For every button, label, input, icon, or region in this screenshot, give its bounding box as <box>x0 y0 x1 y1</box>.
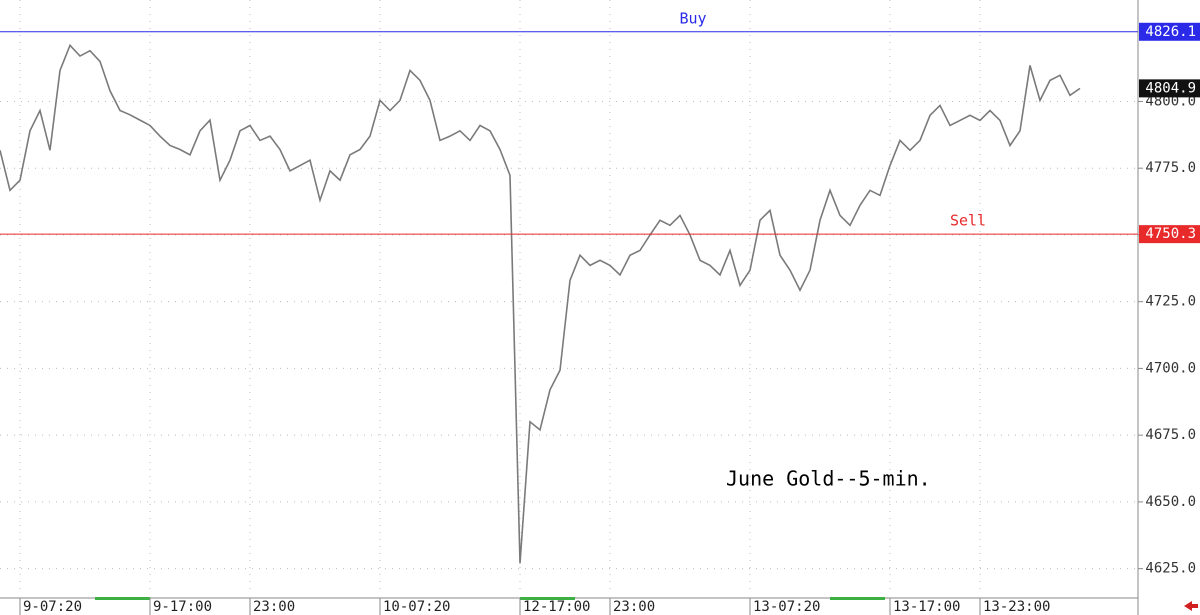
x-tick-label: 13-23:00 <box>983 599 1050 615</box>
level-label: Buy <box>679 9 706 27</box>
price-box <box>1139 225 1200 244</box>
level-label: Sell <box>950 212 986 230</box>
x-tick-label: 12-17:00 <box>523 599 590 615</box>
y-tick-label: 4725.0 <box>1145 294 1196 310</box>
price-box-label: 4750.3 <box>1145 226 1196 242</box>
price-box <box>1139 22 1200 41</box>
x-tick-label: 10-07:20 <box>383 599 450 615</box>
x-tick-label: 9-07:20 <box>23 599 82 615</box>
x-tick-label: 13-07:20 <box>753 599 820 615</box>
session-marker <box>95 597 150 600</box>
y-tick-label: 4625.0 <box>1145 561 1196 577</box>
x-tick-label: 23:00 <box>253 599 295 615</box>
x-tick-label: 23:00 <box>613 599 655 615</box>
scroll-arrow <box>1184 601 1198 611</box>
y-tick-label: 4700.0 <box>1145 360 1196 376</box>
y-tick-label: 4800.0 <box>1145 93 1196 109</box>
price-box-label: 4826.1 <box>1145 24 1196 40</box>
chart-title: June Gold--5-min. <box>726 467 931 491</box>
price-line <box>0 43 1081 564</box>
y-tick-label: 4650.0 <box>1145 494 1196 510</box>
y-tick-label: 4675.0 <box>1145 427 1196 443</box>
x-tick-label: 13-17:00 <box>893 599 960 615</box>
last-price-box <box>1139 79 1200 98</box>
y-tick-label: 4775.0 <box>1145 160 1196 176</box>
session-marker <box>520 597 575 600</box>
session-marker <box>830 597 885 600</box>
last-price-label: 4804.9 <box>1145 80 1196 96</box>
x-tick-label: 9-17:00 <box>153 599 212 615</box>
